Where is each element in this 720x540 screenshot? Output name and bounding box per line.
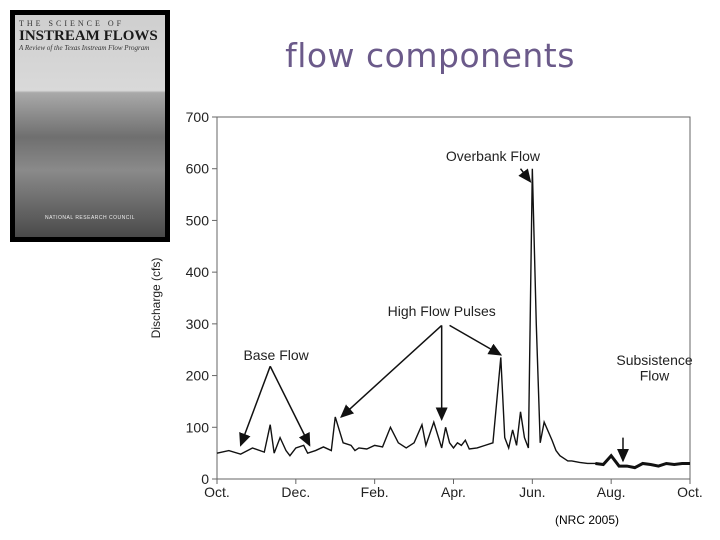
annotation-overbank-flow: Overbank Flow bbox=[446, 148, 541, 164]
arrow-base-flow-1 bbox=[239, 366, 271, 447]
book-cover: THE SCIENCE OF INSTREAM FLOWS A Review o… bbox=[10, 10, 170, 242]
book-cover-photo: THE SCIENCE OF INSTREAM FLOWS A Review o… bbox=[15, 15, 165, 237]
y-tick-label: 600 bbox=[186, 161, 210, 177]
subsistence-line bbox=[595, 453, 690, 470]
y-tick-label: 200 bbox=[186, 368, 210, 384]
x-tick-label: Apr. bbox=[441, 484, 466, 500]
y-tick-label: 100 bbox=[186, 419, 210, 435]
book-title: INSTREAM FLOWS bbox=[19, 28, 158, 44]
book-cover-header: THE SCIENCE OF INSTREAM FLOWS A Review o… bbox=[19, 19, 161, 52]
x-tick-label: Aug. bbox=[597, 484, 626, 500]
y-tick-label: 700 bbox=[186, 109, 210, 125]
x-tick-label: Oct. bbox=[677, 484, 703, 500]
book-kicker: THE SCIENCE OF bbox=[19, 19, 125, 28]
annotation-subsistence-flow-line2: Flow bbox=[640, 368, 670, 384]
y-axis-label: Discharge (cfs) bbox=[149, 258, 163, 339]
discharge-chart-svg: 0 100 200 300 400 500 600 700 Oct. Dec. Feb. Apr. Ju… bbox=[149, 109, 703, 500]
annotation-base-flow: Base Flow bbox=[243, 347, 309, 363]
y-tick-label: 400 bbox=[186, 264, 210, 280]
book-publisher: NATIONAL RESEARCH COUNCIL bbox=[44, 215, 135, 221]
plot-frame bbox=[216, 116, 691, 480]
arrow-high-flow-pulse-3 bbox=[449, 324, 503, 356]
y-tick-label: 500 bbox=[186, 212, 210, 228]
annotation-subsistence-flow: Subsistence bbox=[616, 352, 692, 368]
arrow-high-flow-pulse-1 bbox=[340, 324, 443, 418]
y-tick-label: 300 bbox=[186, 316, 210, 332]
x-tick-label: Dec. bbox=[281, 484, 310, 500]
x-tick-label: Feb. bbox=[361, 484, 389, 500]
annotation-high-flow-pulses: High Flow Pulses bbox=[388, 303, 496, 319]
book-subtitle: A Review of the Texas Instream Flow Prog… bbox=[19, 44, 150, 52]
arrow-overbank-flow bbox=[518, 168, 532, 183]
x-tick-label: Oct. bbox=[204, 484, 230, 500]
discharge-line bbox=[216, 168, 690, 469]
y-tick-label: 0 bbox=[201, 471, 209, 487]
arrow-base-flow-2 bbox=[269, 365, 311, 447]
slide-title: flow components bbox=[285, 36, 575, 75]
discharge-chart: 0 100 200 300 400 500 600 700 Oct. Dec. Feb. Apr. Ju… bbox=[140, 100, 710, 505]
citation: (NRC 2005) bbox=[555, 513, 620, 527]
x-tick-label: Jun. bbox=[519, 484, 545, 500]
